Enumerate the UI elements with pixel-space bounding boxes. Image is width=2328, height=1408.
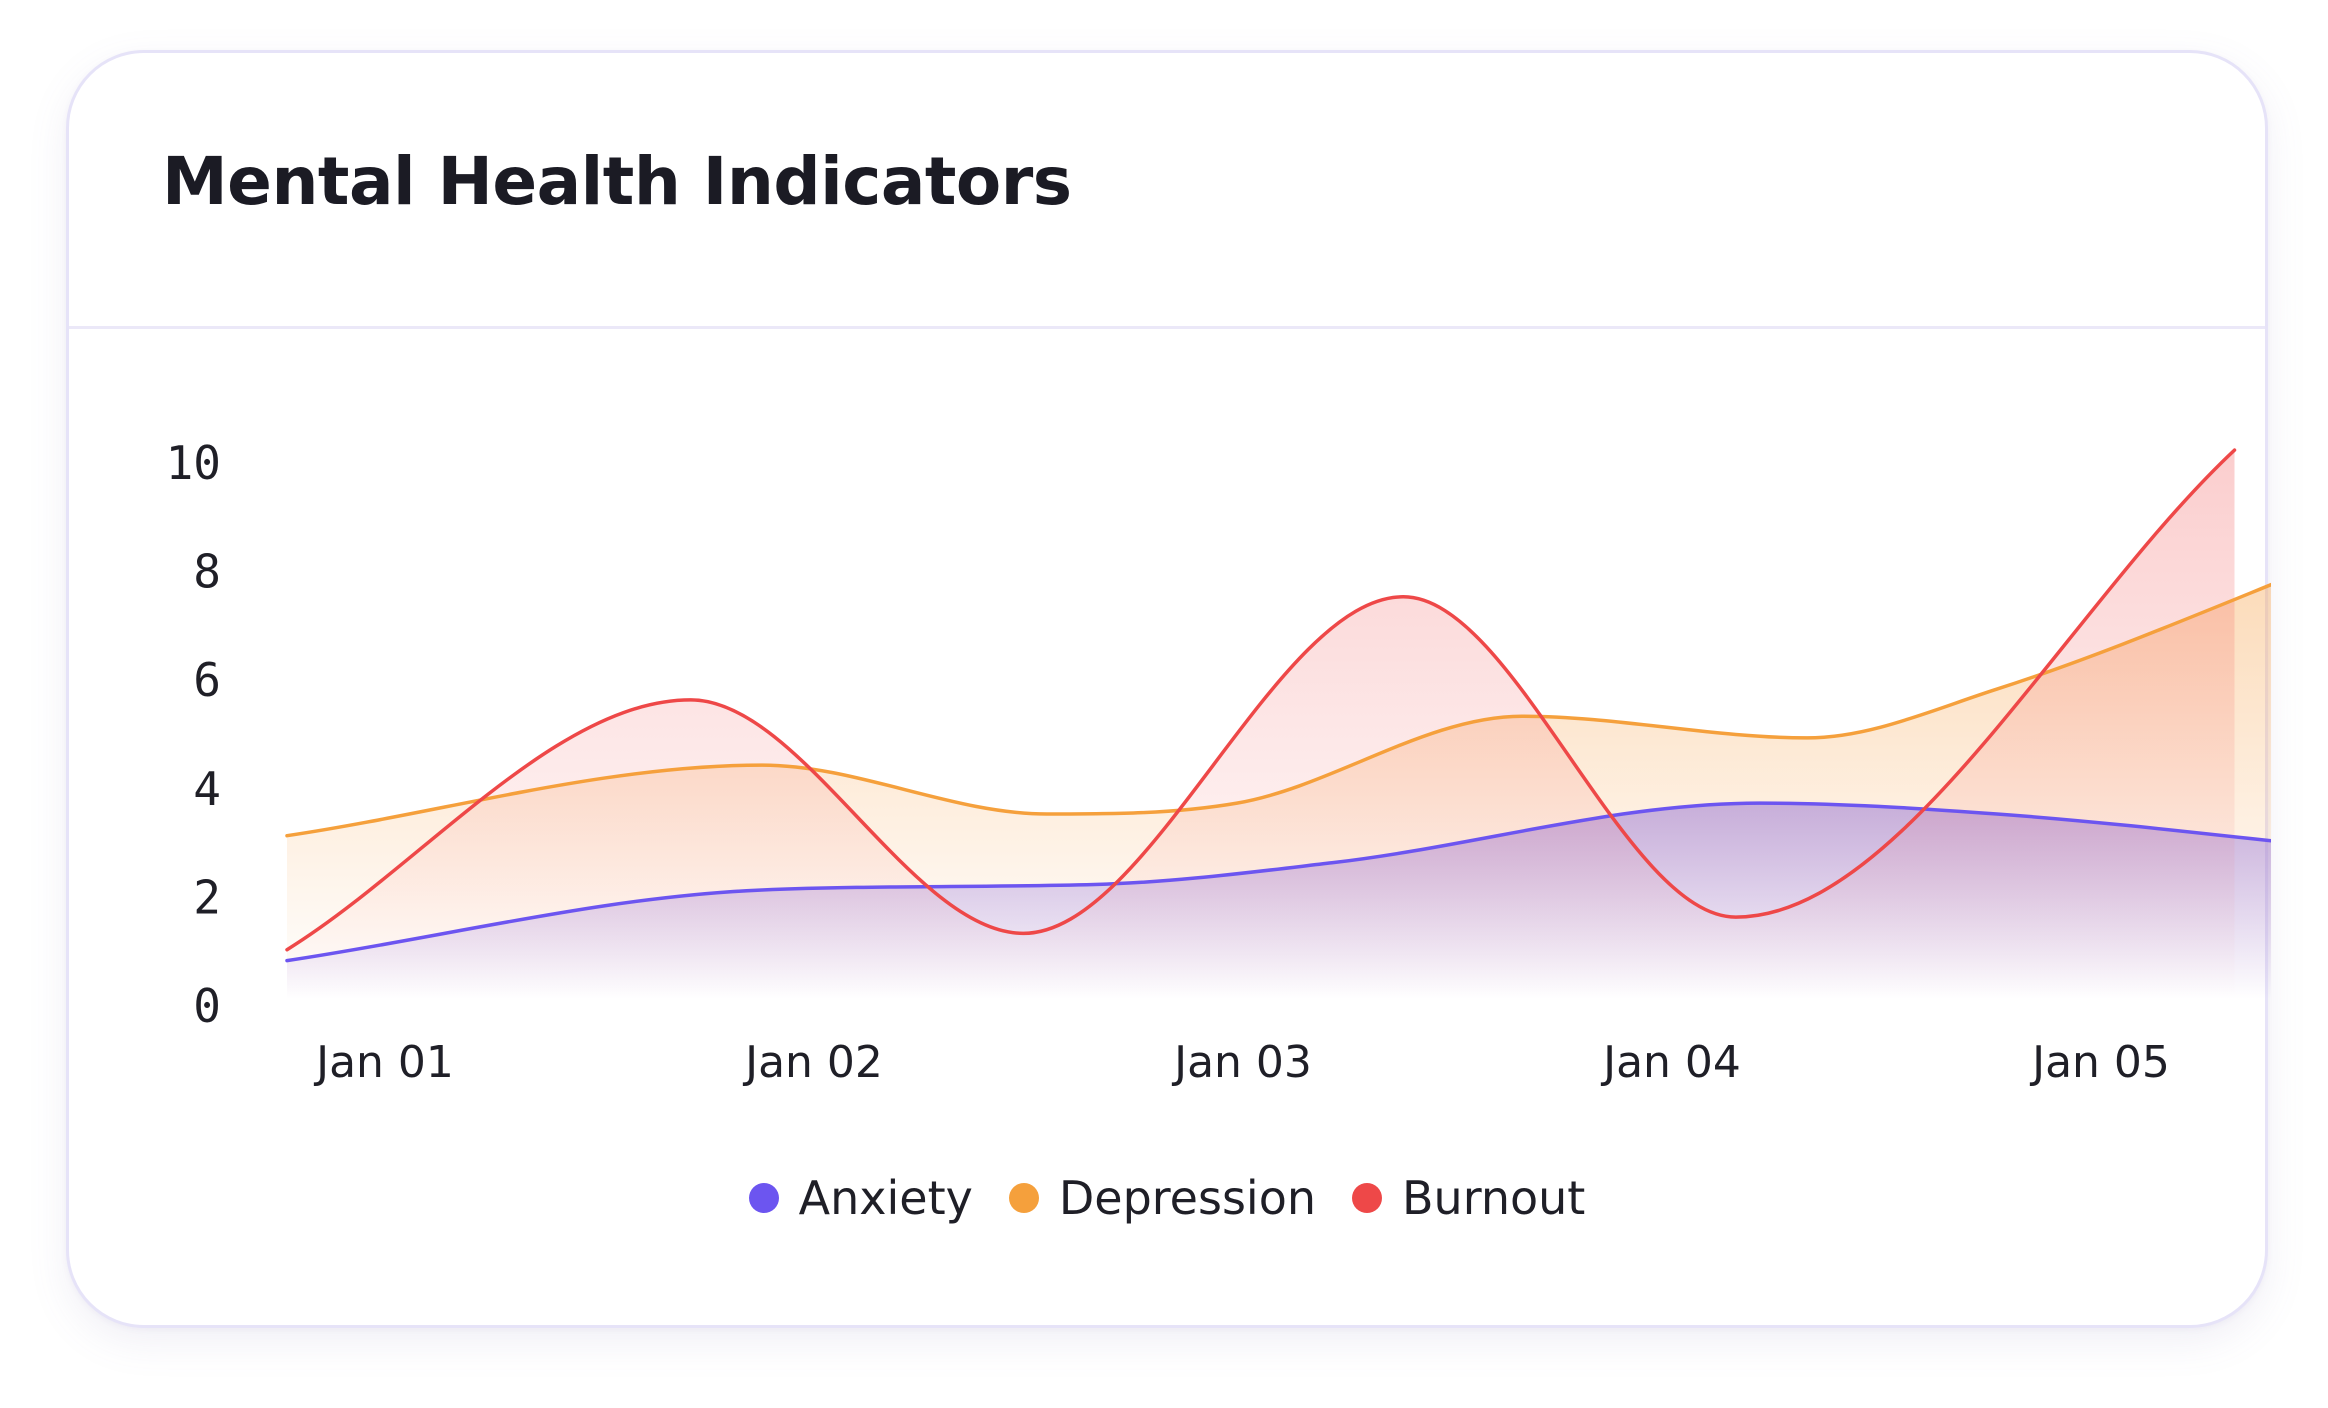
legend-item-burnout[interactable]: Burnout [1352,1171,1585,1225]
y-tick-label-2: 2 [193,870,221,924]
area-chart: 0 2 4 6 8 10 Jan 01 Jan 02 Jan 03 Jan 04 Jan 05 [166,436,2271,1088]
series-lines [285,448,2271,963]
chart-title: Mental Health Indicators [162,143,1072,220]
y-tick-label-0: 0 [193,979,221,1033]
x-tick-label-jan-02: Jan 02 [742,1037,883,1088]
chart-legend: Anxiety Depression Burnout [69,1171,2265,1225]
y-tick-label-8: 8 [193,545,221,599]
line-depression[interactable] [285,542,2271,838]
series-areas [287,450,2271,1000]
y-axis: 0 2 4 6 8 10 [166,436,221,1033]
legend-label-anxiety: Anxiety [798,1171,973,1225]
legend-swatch-anxiety [748,1183,779,1213]
x-tick-label-jan-05: Jan 05 [2029,1037,2170,1088]
y-tick-label-10: 10 [166,436,221,490]
legend-item-anxiety[interactable]: Anxiety [748,1171,973,1225]
y-tick-label-4: 4 [193,762,221,816]
line-anxiety[interactable] [285,801,2271,963]
legend-item-depression[interactable]: Depression [1008,1171,1316,1225]
legend-label-burnout: Burnout [1402,1171,1586,1225]
x-tick-label-jan-03: Jan 03 [1171,1037,1312,1088]
area-burnout [287,450,2235,1000]
y-tick-label-6: 6 [193,653,221,707]
x-tick-label-jan-01: Jan 01 [313,1037,454,1088]
legend-swatch-burnout [1352,1183,1382,1213]
legend-label-depression: Depression [1058,1171,1316,1225]
header-divider [69,326,2265,329]
x-axis: Jan 01 Jan 02 Jan 03 Jan 04 Jan 05 [313,1037,2170,1088]
chart-card: Mental Health Indicators 0 2 4 6 8 10 Jan 01 J… [66,50,2271,1328]
legend-swatch-depression [1008,1183,1039,1213]
line-burnout[interactable] [285,448,2237,952]
x-tick-label-jan-04: Jan 04 [1600,1037,1741,1088]
